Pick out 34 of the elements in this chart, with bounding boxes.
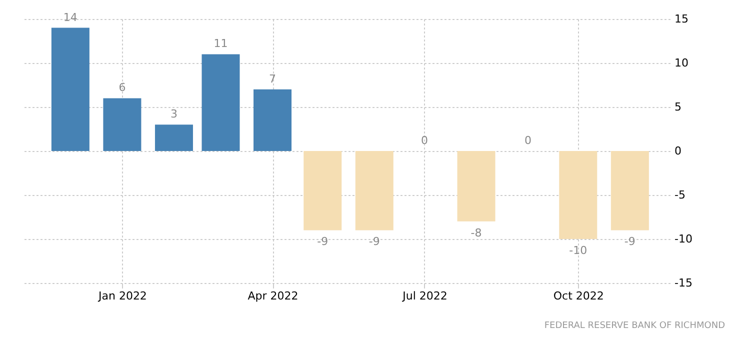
data-label: 6 [118, 81, 126, 94]
bar [103, 98, 142, 151]
data-label: 0 [524, 134, 532, 147]
x-tick-label: Apr 2022 [248, 290, 298, 302]
data-label: 3 [170, 108, 178, 121]
bar [559, 151, 598, 239]
data-label: -10 [569, 244, 588, 257]
data-label: -8 [470, 226, 482, 240]
text: FEDERAL RESERVE BANK OF RICHMOND [544, 321, 726, 331]
data-label: 14 [63, 10, 78, 24]
bar [610, 151, 649, 230]
bar [457, 151, 496, 222]
data-label: -9 [317, 235, 328, 248]
data-label: -9 [368, 235, 380, 248]
bar [254, 89, 292, 151]
y-tick-label: -10 [674, 232, 692, 246]
data-label: -9 [624, 235, 636, 248]
y-tick-label: -15 [674, 276, 692, 290]
y-tick-label: -5 [674, 188, 686, 202]
y-tick-label: 10 [674, 56, 688, 70]
y-tick-label: 15 [674, 12, 688, 26]
bar [202, 54, 240, 151]
bar [355, 151, 394, 230]
y-tick-label: 0 [674, 144, 682, 158]
bar [154, 124, 193, 151]
data-label: 0 [420, 134, 428, 147]
y-tick-label: 5 [674, 100, 682, 114]
bar [51, 28, 90, 151]
x-tick-label: Oct 2022 [553, 290, 604, 302]
data-label: 11 [214, 37, 228, 50]
x-tick-label: Jul 2022 [402, 290, 448, 302]
data-label: 7 [269, 72, 276, 86]
bar [304, 151, 342, 230]
x-tick-label: Jan 2022 [97, 290, 147, 302]
